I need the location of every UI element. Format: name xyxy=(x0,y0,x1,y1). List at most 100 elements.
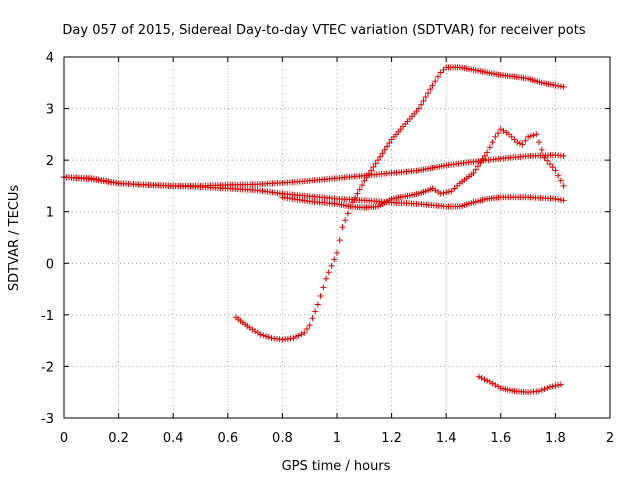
data-point-track-C xyxy=(437,69,444,76)
data-point-track-D xyxy=(475,163,482,170)
data-point-track-D xyxy=(508,133,515,140)
data-point-track-C xyxy=(361,177,368,184)
y-tick-label: -1 xyxy=(41,309,54,324)
data-point-track-D xyxy=(486,144,493,151)
ticks: 0 0.2 0.4 0.6 0.8 1 1.2 1.4 1.6 1.8 2 -3 -2 -1 0 1 2 3 4 xyxy=(41,51,614,446)
data-point-track-D xyxy=(516,140,523,147)
x-tick-label: 1.8 xyxy=(545,431,566,446)
data-point-track-E xyxy=(557,381,564,388)
data-points xyxy=(61,64,567,396)
data-point-track-C xyxy=(386,139,393,146)
data-point-track-E xyxy=(546,384,553,391)
data-point-track-C xyxy=(372,160,379,167)
data-point-track-D xyxy=(522,137,529,144)
data-point-track-E xyxy=(536,388,543,395)
data-point-track-C xyxy=(435,73,442,80)
data-point-track-D xyxy=(519,141,526,148)
data-point-track-C xyxy=(352,194,359,201)
data-point-track-D xyxy=(440,190,447,197)
data-point-track-C xyxy=(344,210,351,217)
data-point-track-D xyxy=(552,167,559,174)
data-point-track-D xyxy=(555,172,562,179)
y-tick-label: 4 xyxy=(46,51,54,66)
data-point-track-C xyxy=(303,326,310,333)
data-point-track-C xyxy=(260,332,267,339)
data-point-track-C xyxy=(290,335,297,342)
data-point-track-D xyxy=(437,190,444,197)
data-point-track-C xyxy=(365,170,372,177)
x-tick-label: 0 xyxy=(60,431,68,446)
data-point-track-E xyxy=(492,381,499,388)
data-point-track-E xyxy=(544,385,551,392)
x-tick-label: 1.4 xyxy=(436,431,457,446)
data-point-track-C xyxy=(379,150,386,157)
data-point-track-C xyxy=(263,333,270,340)
data-point-track-D xyxy=(546,161,553,168)
data-point-track-E xyxy=(538,387,545,394)
data-point-track-D xyxy=(530,132,537,139)
data-point-track-D xyxy=(481,152,488,159)
data-point-track-C xyxy=(356,186,363,193)
data-point-track-C xyxy=(312,308,319,315)
data-point-track-D xyxy=(538,146,545,153)
x-axis-label: GPS time / hours xyxy=(282,459,391,474)
x-tick-label: 0.6 xyxy=(217,431,238,446)
data-point-track-C xyxy=(422,93,429,100)
data-point-track-C xyxy=(336,237,343,244)
data-point-track-D xyxy=(470,170,477,177)
data-point-track-C xyxy=(377,153,384,160)
x-tick-label: 0.4 xyxy=(163,431,184,446)
data-point-track-C xyxy=(331,256,338,263)
x-tick-label: 1.6 xyxy=(490,431,511,446)
data-point-track-D xyxy=(492,133,499,140)
data-point-track-C xyxy=(293,333,300,340)
data-point-track-C xyxy=(295,332,302,339)
data-point-track-D xyxy=(536,139,543,146)
data-point-track-D xyxy=(533,131,540,138)
data-point-track-C xyxy=(368,167,375,174)
data-point-track-E xyxy=(555,382,562,389)
data-point-track-C xyxy=(328,262,335,269)
data-point-track-C xyxy=(257,331,264,338)
data-point-track-C xyxy=(429,82,436,89)
data-point-track-C xyxy=(415,105,422,112)
data-point-track-C xyxy=(432,78,439,85)
x-tick-label: 1 xyxy=(333,431,341,446)
x-tick-label: 0.2 xyxy=(108,431,129,446)
data-point-track-D xyxy=(544,157,551,164)
data-point-track-D xyxy=(560,182,567,189)
data-point-track-C xyxy=(557,83,564,90)
x-tick-label: 2 xyxy=(606,431,614,446)
y-tick-label: 2 xyxy=(46,154,54,169)
data-point-track-C xyxy=(325,269,332,276)
data-point-track-C xyxy=(320,284,327,291)
data-point-track-C xyxy=(425,90,431,97)
data-point-track-E xyxy=(484,377,491,384)
data-point-track-C xyxy=(334,249,340,256)
y-tick-label: -2 xyxy=(41,360,54,375)
data-point-track-C xyxy=(314,301,321,308)
data-point-track-E xyxy=(481,376,488,383)
data-point-track-E xyxy=(489,380,496,387)
data-point-track-C xyxy=(418,101,425,108)
data-point-track-E xyxy=(549,383,556,390)
data-point-track-A xyxy=(552,195,559,202)
data-point-track-E xyxy=(552,382,559,389)
data-point-track-C xyxy=(440,66,447,73)
data-point-track-D xyxy=(527,133,534,140)
data-point-track-E xyxy=(541,386,548,393)
data-point-track-E xyxy=(486,378,493,385)
data-point-track-E xyxy=(475,373,482,380)
data-point-track-A xyxy=(555,196,562,203)
y-tick-label: 3 xyxy=(46,103,54,118)
chart-title: Day 057 of 2015, Sidereal Day-to-day VTE… xyxy=(62,23,585,38)
data-point-track-D xyxy=(479,156,486,163)
data-point-track-D xyxy=(495,130,502,137)
y-tick-label: 1 xyxy=(46,206,54,221)
data-point-track-C xyxy=(374,157,381,164)
data-point-track-D xyxy=(557,177,564,184)
data-point-track-D xyxy=(489,139,496,146)
data-point-track-C xyxy=(363,174,370,181)
data-point-track-D xyxy=(448,188,455,195)
